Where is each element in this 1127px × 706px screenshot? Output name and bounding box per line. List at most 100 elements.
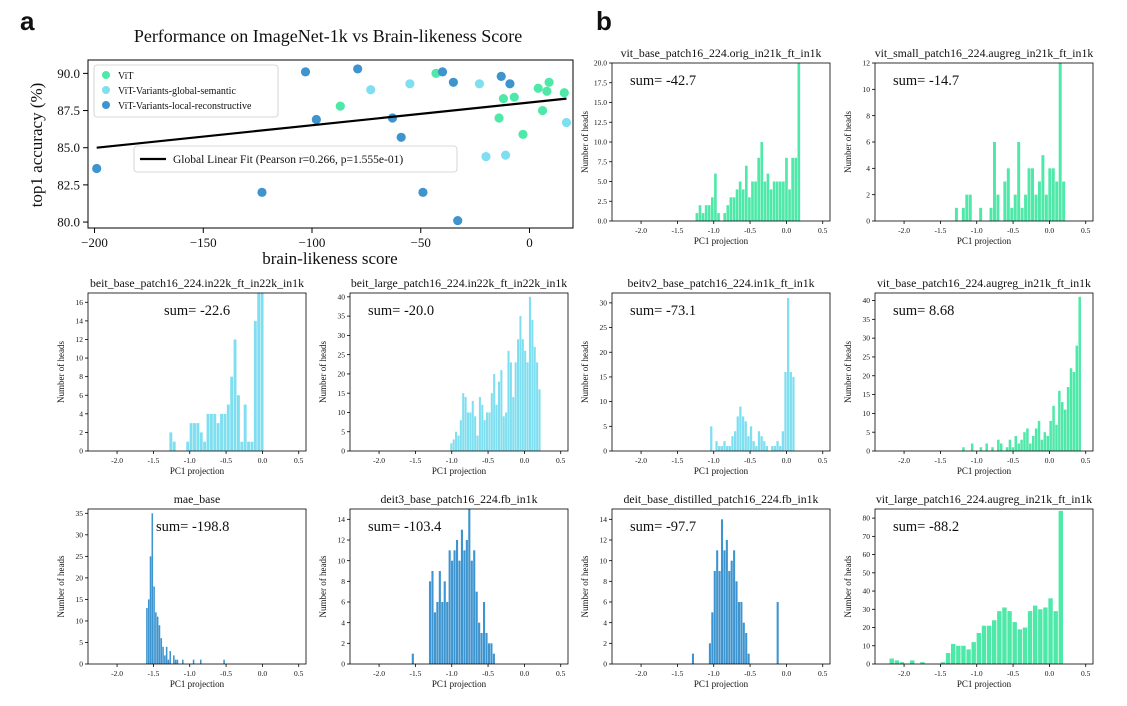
histogram-x-tick-label: -0.5 xyxy=(1007,226,1019,235)
histogram-bar xyxy=(785,157,788,221)
scatter-point-global xyxy=(561,117,572,128)
histogram-bar xyxy=(1005,447,1009,451)
histogram-bar xyxy=(514,362,517,451)
scatter-point-vit xyxy=(509,92,519,102)
histogram-y-label: Number of heads xyxy=(843,555,853,617)
histogram-bar xyxy=(776,602,779,664)
histogram-bar xyxy=(452,439,455,451)
histogram-bar xyxy=(233,339,237,451)
histogram-bar xyxy=(156,616,159,664)
scatter-point-local xyxy=(437,67,448,77)
legend-marker-local xyxy=(102,101,110,109)
histogram-bar xyxy=(991,447,994,451)
histogram-bar xyxy=(236,395,240,451)
histogram-bar xyxy=(146,608,148,664)
histogram-bar xyxy=(192,659,195,664)
histogram-bar xyxy=(755,446,758,451)
histogram-y-tick-label: 0 xyxy=(866,660,870,669)
histogram-frame xyxy=(349,292,569,452)
histogram-bar xyxy=(956,645,961,664)
histogram-bar xyxy=(732,197,736,221)
histogram-x-label: PC1 projection xyxy=(432,679,487,689)
histogram-bar xyxy=(220,413,223,451)
histogram-bar xyxy=(162,646,164,664)
histogram-y-tick-label: 6 xyxy=(341,598,345,607)
scatter-x-tick-label: −100 xyxy=(299,235,326,250)
histogram-bar xyxy=(250,441,254,451)
histogram-x-tick-label: -2.0 xyxy=(111,456,123,465)
histogram-bar xyxy=(1037,181,1041,221)
histogram-x-label: PC1 projection xyxy=(694,236,749,246)
histogram-bar xyxy=(196,423,200,451)
histogram-bar xyxy=(203,441,207,451)
histogram-bar xyxy=(260,293,264,451)
histogram-bar xyxy=(436,602,439,664)
histogram-bar xyxy=(230,376,234,451)
histogram-bar xyxy=(470,560,473,664)
histogram-x-tick-label: -1.0 xyxy=(971,226,983,235)
scatter-x-tick-label: −50 xyxy=(411,235,431,250)
histogram-bar xyxy=(1061,402,1064,451)
histogram-h1: vit_base_patch16_224.orig_in21k_ft_in1k -… xyxy=(580,46,831,246)
histogram-x-tick-label: 0.5 xyxy=(1081,669,1091,678)
histogram-bar xyxy=(708,643,711,664)
histogram-y-tick-label: 2.5 xyxy=(598,197,608,206)
histogram-sum-label: sum= -20.0 xyxy=(368,303,434,319)
histogram-bar xyxy=(474,416,477,451)
histogram-bar xyxy=(747,653,750,664)
histogram-bar xyxy=(1020,207,1024,221)
scatter-point-local xyxy=(496,71,506,81)
histogram-h2: vit_small_patch16_224.augreg_in21k_ft_in… xyxy=(843,46,1094,246)
histogram-x-tick-label: -1.0 xyxy=(446,456,458,465)
histogram-y-tick-label: 7.5 xyxy=(598,157,608,166)
histogram-bar xyxy=(505,412,508,451)
histogram-bar xyxy=(1012,622,1017,664)
histogram-bar xyxy=(1008,439,1012,451)
histogram-frame xyxy=(874,508,1094,665)
histogram-x-label: PC1 projection xyxy=(694,679,749,689)
scatter-point-local xyxy=(92,163,102,174)
histogram-bar xyxy=(763,181,767,221)
histogram-title: beit_large_patch16_224.in22k_ft_in22k_in… xyxy=(351,276,567,290)
histogram-bar xyxy=(710,426,713,451)
histogram-y-tick-label: 10 xyxy=(600,556,608,565)
histogram-bar xyxy=(920,662,925,664)
histogram-bar xyxy=(737,602,740,664)
histogram-x-tick-label: 0.0 xyxy=(258,456,268,465)
histogram-title: deit3_base_patch16_224.fb_in1k xyxy=(381,492,538,506)
histogram-title: vit_base_patch16_224.orig_in21k_ft_in1k xyxy=(621,46,822,60)
histogram-y-tick-label: 30 xyxy=(338,331,346,340)
histogram-y-tick-label: 0 xyxy=(341,447,345,456)
histogram-bar xyxy=(704,205,708,221)
histogram-bar xyxy=(1046,435,1049,451)
histogram-bar xyxy=(779,446,782,451)
histogram-bar xyxy=(1049,420,1052,451)
scatter-point-local xyxy=(311,114,321,125)
histogram-bar xyxy=(723,441,726,451)
scatter-point-local xyxy=(300,67,311,77)
histogram-x-tick-label: -1.0 xyxy=(708,456,720,465)
legend-marker-global xyxy=(102,86,110,94)
histogram-bar xyxy=(1031,168,1035,221)
histogram-x-tick-label: -2.0 xyxy=(373,456,385,465)
histogram-bar xyxy=(760,142,764,221)
histogram-x-tick-label: 0.5 xyxy=(556,456,566,465)
histogram-y-tick-label: 16 xyxy=(76,298,84,307)
histogram-bar xyxy=(1002,607,1007,664)
histogram-y-tick-label: 5 xyxy=(603,422,607,431)
histogram-bar xyxy=(899,662,905,664)
scatter-point-local xyxy=(505,79,515,89)
histogram-x-tick-label: -0.5 xyxy=(220,669,232,678)
histogram-bar xyxy=(438,571,441,664)
histogram-h8: deit3_base_patch16_224.fb_in1k -2.0 -1.5 -1… xyxy=(318,492,569,689)
histogram-bar xyxy=(751,181,754,221)
scatter-y-ticks: 80.0 82.5 85.0 87.5 90.0 xyxy=(57,66,88,230)
histogram-bar xyxy=(728,446,731,451)
histogram-title: mae_base xyxy=(174,492,221,506)
histogram-bar xyxy=(695,213,699,221)
histogram-y-tick-label: 10 xyxy=(863,409,871,418)
histogram-y-tick-label: 6 xyxy=(79,391,83,400)
histogram-x-tick-label: -0.5 xyxy=(1007,669,1019,678)
histogram-bar xyxy=(711,197,714,221)
histogram-x-tick-label: -1.0 xyxy=(446,669,458,678)
